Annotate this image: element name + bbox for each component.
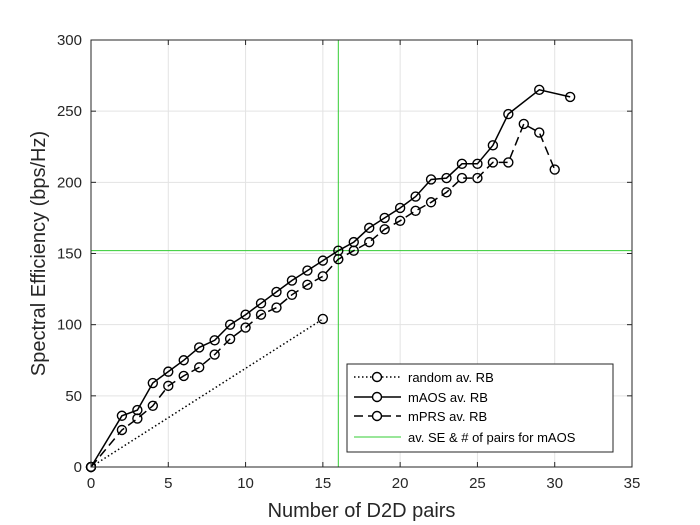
data-point (534, 84, 545, 96)
data-point (348, 245, 359, 256)
ticks: 0 5 10 15 20 25 30 35 0 50 100 150 200 250 300 (57, 32, 640, 492)
data-point (503, 108, 514, 120)
data-point (456, 172, 468, 184)
data-point (116, 410, 128, 421)
series-0 (85, 313, 329, 473)
data-point (209, 335, 220, 346)
data-point (410, 191, 421, 202)
y-axis-label: Spectral Efficiency (bps/Hz) (28, 131, 50, 376)
y-tick-label: 250 (57, 103, 82, 120)
series-2 (85, 118, 560, 473)
data-point (163, 366, 174, 377)
data-point (364, 222, 375, 234)
data-point (286, 289, 298, 300)
x-tick-label: 35 (624, 475, 641, 492)
data-point (271, 286, 282, 298)
x-tick-label: 25 (469, 475, 486, 492)
data-point (224, 333, 236, 345)
series-line (90, 318, 324, 468)
data-point (147, 377, 159, 389)
legend-entry-label: av. SE & # of pairs for mAOS (408, 430, 576, 445)
data-point (472, 172, 483, 184)
legend-marker (371, 391, 383, 403)
data-point (534, 127, 545, 138)
data-point (410, 205, 421, 217)
data-point (425, 174, 437, 185)
data-point (472, 158, 483, 170)
data-point (317, 271, 329, 282)
legend-entry-label: mAOS av. RB (408, 390, 488, 405)
data-point (147, 400, 159, 411)
y-tick-label: 150 (57, 246, 82, 263)
series-line (90, 122, 556, 468)
legend-entry-label: random av. RB (408, 370, 494, 385)
legend-entry-label: mPRS av. RB (408, 409, 487, 424)
legend-marker (371, 410, 383, 422)
data-point (317, 313, 329, 325)
data-point (333, 253, 344, 265)
data-point (116, 424, 128, 436)
y-tick-label: 50 (65, 388, 82, 405)
data-point (271, 302, 282, 313)
data-point (302, 265, 313, 276)
data-point (302, 279, 313, 291)
data-point (240, 309, 251, 320)
reference-lines (91, 40, 632, 467)
data-point (425, 197, 437, 208)
data-point (178, 370, 189, 382)
x-tick-label: 15 (315, 475, 332, 492)
data-point (441, 172, 452, 184)
x-tick-label: 5 (164, 475, 172, 492)
data-point (193, 362, 205, 373)
data-point (224, 319, 236, 330)
x-axis-label: Number of D2D pairs (268, 500, 456, 522)
data-point (394, 202, 406, 214)
x-tick-label: 10 (237, 475, 254, 492)
data-point (549, 164, 560, 175)
data-point (255, 309, 267, 320)
y-tick-label: 0 (74, 459, 82, 476)
data-point (564, 91, 576, 103)
x-tick-label: 30 (546, 475, 563, 492)
data-point (163, 380, 174, 392)
x-tick-label: 20 (392, 475, 409, 492)
data-point (209, 349, 220, 360)
data-point (240, 322, 251, 333)
data-point (487, 140, 499, 151)
legend-marker (371, 371, 383, 383)
grid (90, 39, 633, 468)
y-tick-label: 100 (57, 317, 82, 334)
data-point (379, 212, 390, 224)
data-point (456, 158, 468, 170)
series-1 (85, 84, 576, 473)
data-point (394, 215, 406, 226)
series-group (85, 84, 576, 473)
data-point (379, 224, 390, 235)
data-point (286, 275, 298, 286)
data-point (132, 413, 143, 424)
x-tick-label: 0 (87, 475, 95, 492)
y-tick-label: 300 (57, 32, 82, 49)
data-point (503, 157, 514, 168)
data-point (518, 118, 529, 130)
data-point (193, 342, 205, 353)
legend: random av. RB mAOS av. RB mPRS av. RB av. S… (346, 363, 614, 453)
data-point (317, 255, 329, 266)
data-point (255, 298, 267, 309)
data-point (487, 157, 499, 168)
data-point (364, 236, 375, 248)
data-point (441, 187, 452, 198)
data-point (178, 355, 189, 366)
y-tick-label: 200 (57, 174, 82, 191)
